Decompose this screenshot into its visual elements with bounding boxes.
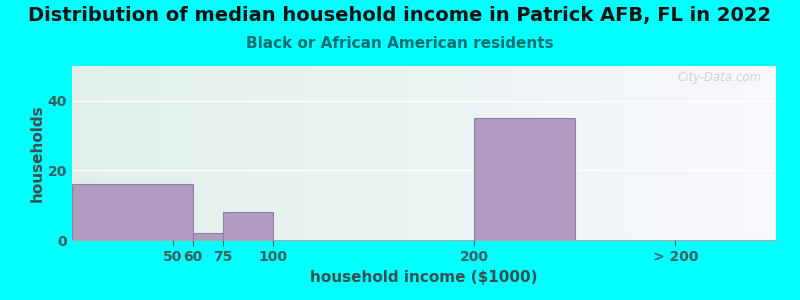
Bar <box>72 184 193 240</box>
Bar <box>193 233 223 240</box>
Bar <box>474 118 575 240</box>
Bar <box>223 212 273 240</box>
Text: Black or African American residents: Black or African American residents <box>246 36 554 51</box>
Text: City-Data.com: City-Data.com <box>678 71 762 84</box>
X-axis label: household income ($1000): household income ($1000) <box>310 270 538 285</box>
Y-axis label: households: households <box>30 104 45 202</box>
Text: Distribution of median household income in Patrick AFB, FL in 2022: Distribution of median household income … <box>29 6 771 25</box>
